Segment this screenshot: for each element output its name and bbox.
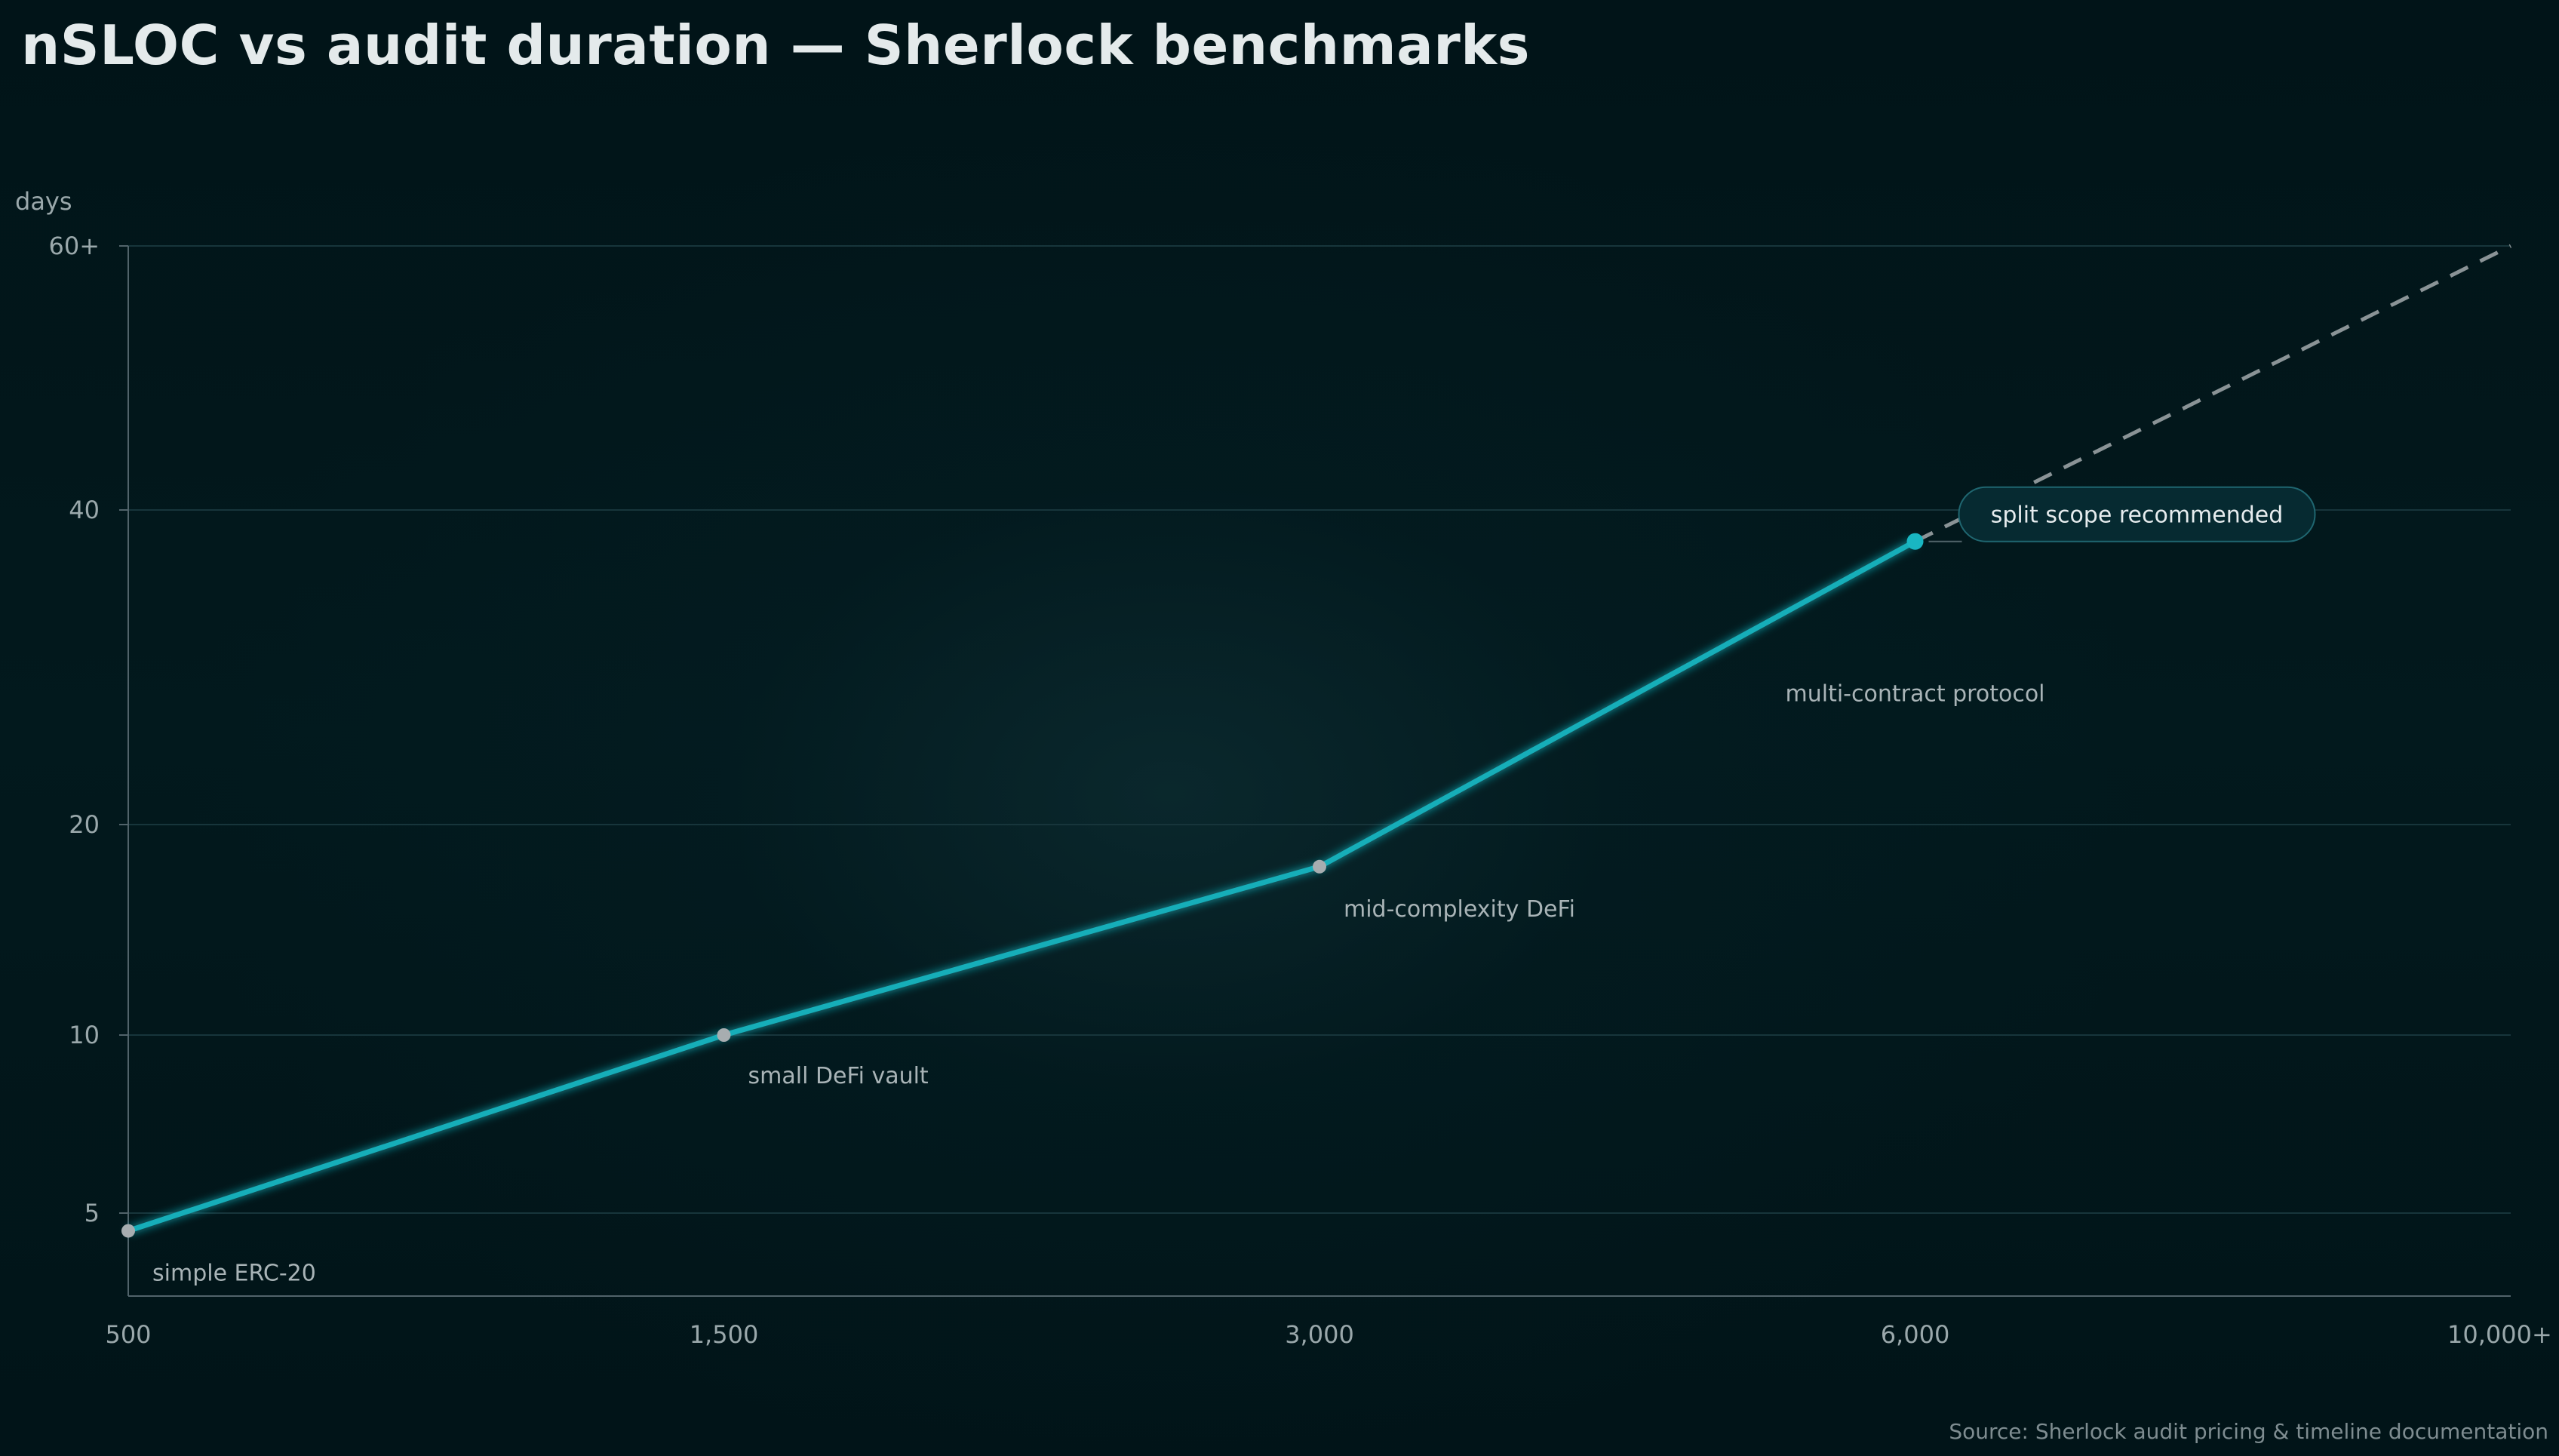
y-axis-label: days — [15, 187, 72, 216]
source-note: Source: Sherlock audit pricing & timelin… — [1949, 1419, 2548, 1444]
data-point-1 — [717, 1028, 731, 1042]
y-tick-label-3: 40 — [69, 496, 100, 524]
series — [121, 244, 2512, 1238]
y-tick-label-2: 20 — [69, 810, 100, 839]
tick-labels: 5 10 20 40 60+ 500 1,500 3,000 6,000 10,000+ — [48, 232, 2551, 1349]
point-label-1: small DeFi vault — [748, 1063, 929, 1089]
series-line — [127, 539, 1917, 1233]
grid-lines — [128, 245, 2511, 1214]
x-tick-label-2: 3,000 — [1285, 1320, 1354, 1349]
callout-text: split scope recommended — [1991, 502, 2284, 529]
axes — [119, 245, 2511, 1297]
y-tick-label-4: 60+ — [48, 232, 100, 260]
data-point-0 — [121, 1224, 135, 1238]
y-tick-label-1: 10 — [69, 1021, 100, 1049]
callout: split scope recommended — [1928, 486, 2316, 542]
point-labels: simple ERC-20 small DeFi vault mid-complex… — [152, 681, 2045, 1287]
point-label-0: simple ERC-20 — [152, 1261, 316, 1287]
data-point-2 — [1313, 859, 1326, 874]
y-tick-label-0: 5 — [84, 1199, 100, 1227]
x-tick-label-0: 500 — [105, 1320, 151, 1349]
callout-bubble — [1958, 486, 2316, 542]
x-tick-label-3: 6,000 — [1881, 1320, 1950, 1349]
data-point-3 — [1906, 533, 1924, 550]
x-tick-label-1: 1,500 — [690, 1320, 759, 1349]
x-tick-label-4: 10,000+ — [2447, 1320, 2552, 1349]
chart-title: nSLOC vs audit duration — Sherlock bench… — [21, 14, 1530, 77]
point-label-3: multi-contract protocol — [1786, 681, 2045, 708]
point-label-2: mid-complexity DeFi — [1344, 896, 1575, 923]
